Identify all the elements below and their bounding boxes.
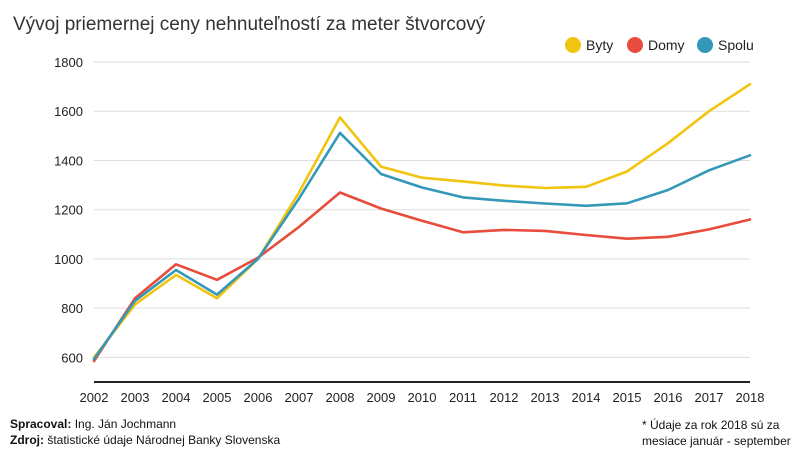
y-tick-label: 1600: [54, 104, 83, 119]
x-tick-label: 2003: [121, 390, 150, 405]
x-tick-label: 2002: [80, 390, 109, 405]
x-tick-label: 2013: [531, 390, 560, 405]
legend-label-byty: Byty: [586, 37, 613, 53]
x-tick-label: 2009: [367, 390, 396, 405]
series-line-spolu: [92, 131, 752, 361]
x-tick-label: 2008: [326, 390, 355, 405]
y-tick-label: 600: [61, 350, 83, 365]
y-tick-label: 1000: [54, 252, 83, 267]
series-lines: [92, 82, 752, 363]
author-key: Spracoval:: [10, 417, 72, 431]
x-tick-label: 2007: [285, 390, 314, 405]
x-tick-label: 2012: [490, 390, 519, 405]
footnote-line-1: * Údaje za rok 2018 sú za: [642, 418, 780, 432]
x-tick-label: 2018: [736, 390, 765, 405]
legend-marker-byty: [565, 37, 581, 53]
legend-marker-domy: [627, 37, 643, 53]
source-value: štatistické údaje Národnej Banky Slovens…: [44, 433, 281, 447]
x-tick-label: 2010: [408, 390, 437, 405]
y-tick-label: 1800: [54, 55, 83, 70]
series-line-byty: [92, 82, 752, 359]
legend-label-spolu: Spolu: [718, 37, 754, 53]
author-value: Ing. Ján Jochmann: [71, 417, 177, 431]
footer-credits: Spracoval: Ing. Ján Jochmann Zdroj: štat…: [10, 416, 280, 448]
footnote-line-2: mesiace január - september: [642, 434, 791, 448]
x-tick-label: 2016: [654, 390, 683, 405]
author-line: Spracoval: Ing. Ján Jochmann: [10, 416, 280, 432]
y-tick-label: 1200: [54, 203, 83, 218]
x-tick-label: 2017: [695, 390, 724, 405]
x-tick-label: 2015: [613, 390, 642, 405]
x-tick-label: 2005: [203, 390, 232, 405]
series-line-domy: [92, 191, 752, 363]
x-tick-label: 2004: [162, 390, 191, 405]
y-axis-tick-labels: 600 800 1000 1200 1400 1600 1800: [54, 55, 83, 365]
gridlines: [94, 61, 750, 358]
x-tick-label: 2011: [449, 390, 477, 405]
chart-title: Vývoj priemernej ceny nehnuteľností za m…: [13, 14, 486, 35]
x-tick-label: 2006: [244, 390, 273, 405]
x-axis-tick-labels: 2002 2003 2004 2005 2006 2007 2008 2009 2010 2011…: [80, 390, 765, 405]
legend-marker-spolu: [697, 37, 713, 53]
footnote: * Údaje za rok 2018 sú za mesiace január…: [642, 417, 798, 449]
source-line: Zdroj: štatistické údaje Národnej Banky …: [10, 432, 280, 448]
legend: Byty Domy Spolu: [565, 37, 754, 53]
y-tick-label: 800: [61, 301, 83, 316]
source-key: Zdroj:: [10, 433, 44, 447]
legend-label-domy: Domy: [648, 37, 685, 53]
y-tick-label: 1400: [54, 153, 83, 168]
x-tick-label: 2014: [572, 390, 601, 405]
